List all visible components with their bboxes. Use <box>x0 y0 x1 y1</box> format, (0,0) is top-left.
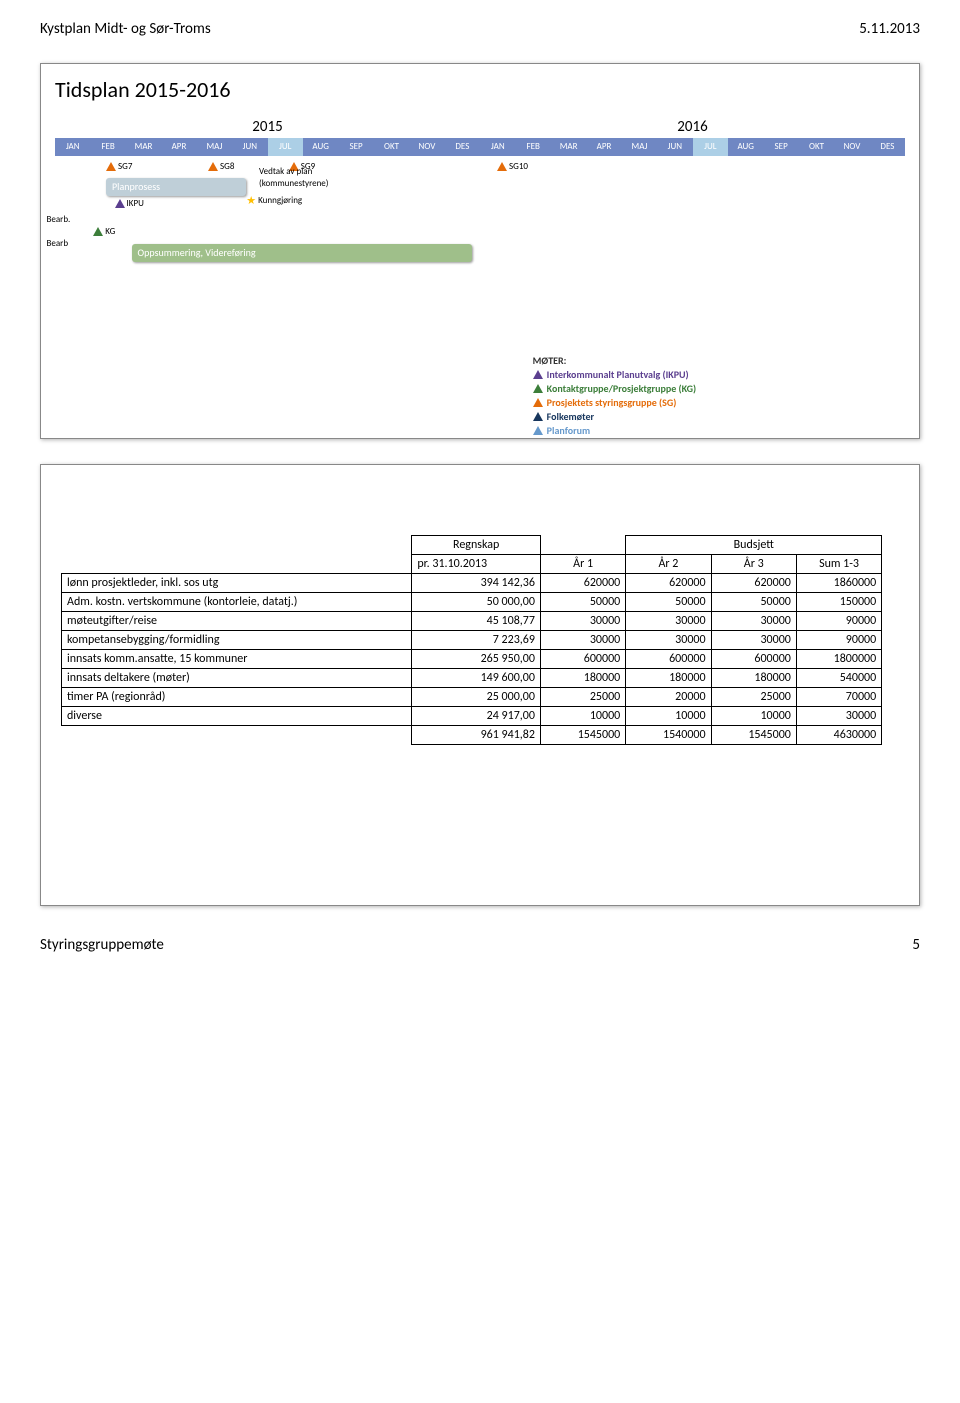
month-label: AUG <box>303 138 338 156</box>
col-header: Regnskap <box>412 536 541 555</box>
month-label: JAN <box>480 138 515 156</box>
total-cell: 961 941,82 <box>412 726 541 745</box>
month-label: FEB <box>90 138 125 156</box>
total-cell: 1540000 <box>626 726 711 745</box>
doc-footer-right: 5 <box>912 936 920 954</box>
table-row: lønn prosjektleder, inkl. sos utg394 142… <box>62 574 899 593</box>
col-subheader: År 3 <box>711 555 796 574</box>
month-label: NOV <box>834 138 869 156</box>
month-label: APR <box>586 138 621 156</box>
month-label: SEP <box>338 138 373 156</box>
month-label: MAR <box>126 138 161 156</box>
month-label: MAR <box>551 138 586 156</box>
doc-header-right: 5.11.2013 <box>859 20 920 38</box>
month-label: SEP <box>763 138 798 156</box>
gantt-panel: Tidsplan 2015-2016 20152016 JANFEBMARAPR… <box>40 63 920 439</box>
legend-item: Prosjektets styringsgruppe (SG) <box>533 395 697 409</box>
col-subheader: År 1 <box>540 555 625 574</box>
month-label: NOV <box>409 138 444 156</box>
gantt-marker: KG <box>93 226 115 237</box>
month-label: OKT <box>799 138 834 156</box>
gantt-annotation: (kommunestyrene) <box>259 178 329 189</box>
gantt-marker: SG8 <box>208 161 234 172</box>
month-label: DES <box>870 138 905 156</box>
col-header: Budsjett <box>626 536 882 555</box>
gantt-bar: Oppsummering, Videreføring <box>132 244 472 262</box>
total-cell: 4630000 <box>796 726 881 745</box>
month-label: JUL <box>693 138 728 156</box>
month-label: APR <box>161 138 196 156</box>
table-row: innsats deltakere (møter)149 600,0018000… <box>62 669 899 688</box>
budget-panel: Regnskap Budsjett pr. 31.10.2013År 1År 2År… <box>40 464 920 906</box>
gantt-bar: Planprosess <box>106 178 246 196</box>
budget-table: Regnskap Budsjett pr. 31.10.2013År 1År 2År… <box>61 535 899 745</box>
legend-item: Folkemøter <box>533 409 697 423</box>
gantt-marker: IKPU <box>115 198 144 209</box>
gantt-marker: Bearb. <box>47 214 71 225</box>
gantt-annotation: Vedtak av plan <box>259 166 312 177</box>
legend-item: Interkommunalt Planutvalg (IKPU) <box>533 367 697 381</box>
legend-title: MØTER: <box>533 354 697 367</box>
gantt-marker: SG10 <box>497 161 528 172</box>
doc-header-left: Kystplan Midt- og Sør-Troms <box>40 20 211 38</box>
month-label: JUL <box>268 138 303 156</box>
month-label: MAJ <box>622 138 657 156</box>
col-subheader: År 2 <box>626 555 711 574</box>
table-row: kompetansebygging/formidling7 223,693000… <box>62 631 899 650</box>
table-row: Adm. kostn. vertskommune (kontorleie, da… <box>62 593 899 612</box>
month-label: JUN <box>657 138 692 156</box>
gantt-marker: Bearb <box>47 238 69 249</box>
gantt-title: Tidsplan 2015-2016 <box>55 76 905 103</box>
col-subheader: Sum 1-3 <box>796 555 881 574</box>
month-label: OKT <box>374 138 409 156</box>
gantt-marker: SG7 <box>106 161 132 172</box>
month-label: JUN <box>232 138 267 156</box>
year-label: 2016 <box>480 118 905 138</box>
month-label: AUG <box>728 138 763 156</box>
table-row: diverse24 917,0010000100001000030000 <box>62 707 899 726</box>
month-label: FEB <box>515 138 550 156</box>
gantt-marker: ★Kunngjøring <box>246 194 302 207</box>
col-subheader: pr. 31.10.2013 <box>412 555 541 574</box>
year-label: 2015 <box>55 118 480 138</box>
month-label: JAN <box>55 138 90 156</box>
table-row: innsats komm.ansatte, 15 kommuner265 950… <box>62 650 899 669</box>
total-cell: 1545000 <box>711 726 796 745</box>
legend: MØTER: Interkommunalt Planutvalg (IKPU)K… <box>533 354 697 437</box>
month-label: MAJ <box>197 138 232 156</box>
month-label: DES <box>445 138 480 156</box>
total-cell: 1545000 <box>540 726 625 745</box>
legend-item: Kontaktgruppe/Prosjektgruppe (KG) <box>533 381 697 395</box>
table-row: møteutgifter/reise45 108,773000030000300… <box>62 612 899 631</box>
table-row: timer PA (regionråd)25 000,0025000200002… <box>62 688 899 707</box>
gantt-chart: 20152016 JANFEBMARAPRMAJJUNJULAUGSEPOKTN… <box>55 118 905 318</box>
doc-footer-left: Styringsgruppemøte <box>40 936 164 954</box>
legend-item: Planforum <box>533 423 697 437</box>
